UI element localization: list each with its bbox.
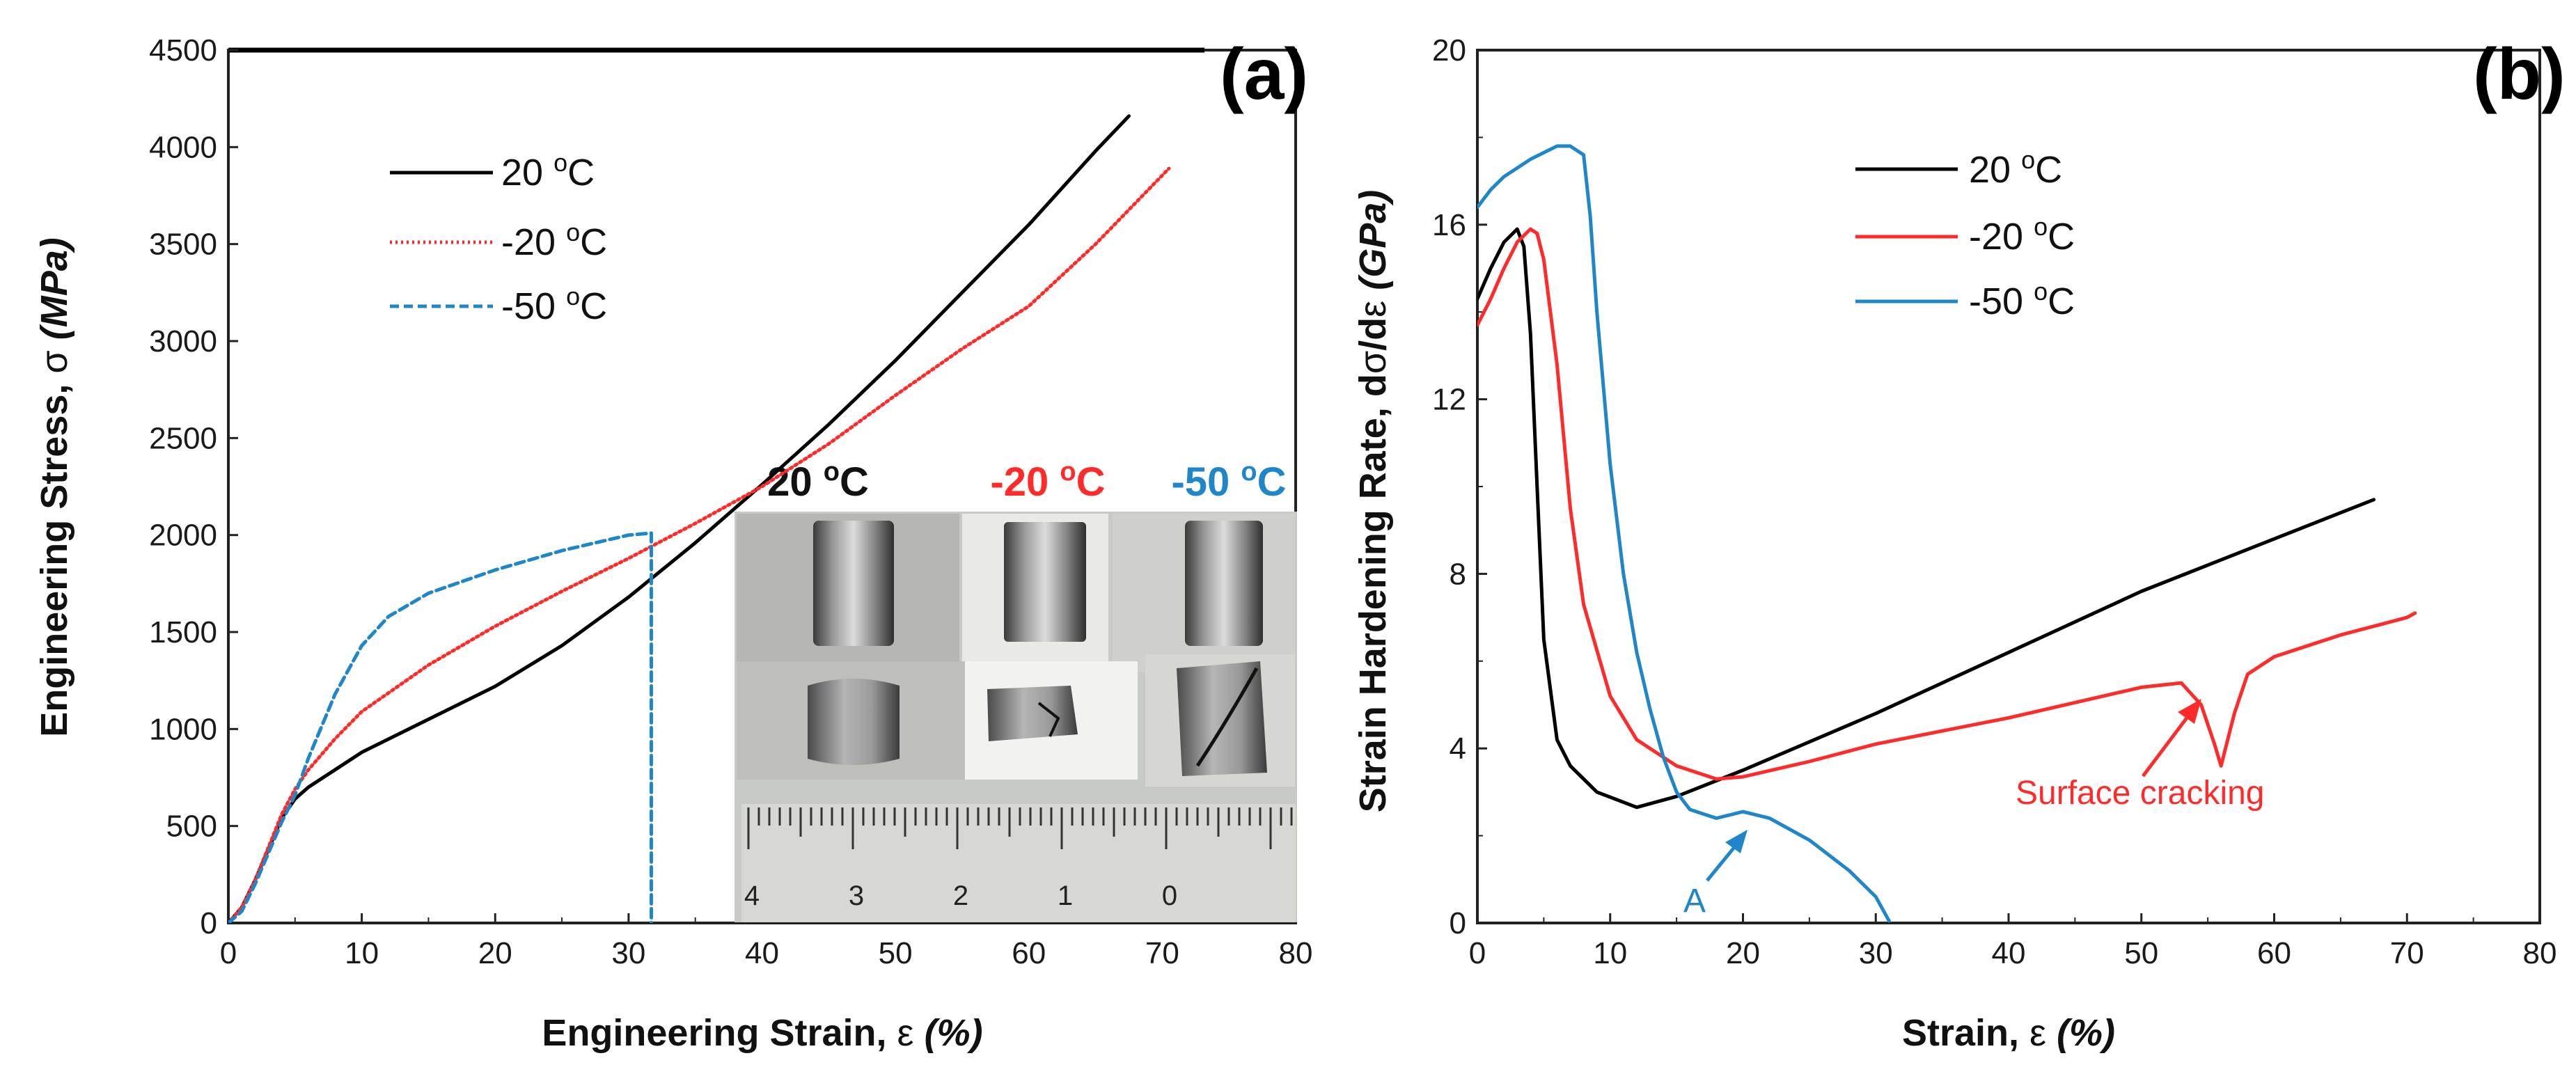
legend-a-label-minus20c: -20 oC: [501, 218, 607, 263]
series-a: [228, 114, 1171, 923]
x-tick-label-a: 50: [879, 936, 913, 970]
x-tick-label-b: 50: [2124, 936, 2158, 970]
y-tick-label-a: 4500: [149, 33, 217, 68]
legend-a: 20 oC -20 oC -50 oC: [390, 148, 607, 327]
y-axis-title-a: Engineering Stress, σ (MPa): [33, 237, 75, 737]
annotation-a-text: A: [1683, 883, 1706, 920]
cylinder-minus20c: [1004, 522, 1086, 642]
y-tick-label-b: 20: [1432, 33, 1466, 68]
x-tick-label-b: 60: [2257, 936, 2291, 970]
series-line-b-2: [1477, 144, 1891, 923]
cylinder-minus50c: [1185, 521, 1263, 646]
y-tick-label-a: 4000: [149, 130, 217, 164]
annotation-a-arrowhead: [1725, 830, 1748, 853]
legend-b: 20 oC -20 oC -50 oC: [1855, 145, 2075, 322]
panel-b: 0 10 20 30 40 50 60 70 80 0 4 8 12 16 20 20 oC -20 oC …: [1352, 33, 2566, 1054]
annotation-surface-cracking-arrow: [2142, 710, 2193, 778]
x-tick-label-a: 20: [478, 936, 512, 970]
disc-minus50c: [1177, 661, 1267, 776]
y-tick-label-a: 3000: [149, 324, 217, 358]
ruler-number: 4: [744, 881, 760, 911]
y-tick-label-b: 4: [1450, 732, 1466, 766]
y-tick-label-b: 8: [1450, 557, 1466, 591]
x-tick-label-b: 20: [1726, 936, 1760, 970]
y-axis-title-b: Strain Hardening Rate, dσ/dε (GPa): [1352, 190, 1394, 813]
y-tick-label-a: 2500: [149, 421, 217, 455]
x-tick-label-a: 70: [1145, 936, 1179, 970]
x-tick-label-a: 40: [745, 936, 779, 970]
series-line-a-2: [228, 531, 653, 923]
crack-minus50c: [1195, 667, 1259, 767]
ruler-number: 0: [1162, 881, 1177, 911]
x-tick-label-b: 30: [1859, 936, 1893, 970]
annotation-a-arrow: [1706, 841, 1740, 882]
x-tick-label-b: 40: [1992, 936, 2026, 970]
ruler-number: 1: [1058, 881, 1073, 911]
inset-title-minus20c: -20 oC: [990, 457, 1105, 505]
legend-a-label-20c: 20 oC: [501, 148, 595, 194]
inset-title-minus50c: -50 oC: [1171, 457, 1286, 505]
y-tick-label-b: 16: [1432, 208, 1466, 242]
y-tick-label-a: 1500: [149, 615, 217, 649]
legend-b-label-minus20c: -20 oC: [1969, 212, 2075, 258]
x-tick-label-a: 60: [1012, 936, 1046, 970]
x-tick-label-b: 80: [2523, 936, 2557, 970]
crack-minus20c: [1037, 702, 1060, 737]
series-line-a-1: [228, 166, 1171, 923]
ruler-number: 2: [953, 881, 968, 911]
x-tick-label-a: 0: [220, 936, 237, 970]
panel-label-a: (a): [1220, 34, 1308, 115]
ruler-ticks: [747, 807, 1293, 849]
x-axis-title-b: Strain, ε (%): [1902, 1012, 2115, 1054]
series-line-b-0: [1477, 227, 2376, 810]
ruler-number: 3: [849, 881, 864, 911]
x-axis-title-a: Engineering Strain, ε (%): [542, 1012, 982, 1054]
legend-b-label-minus50c: -50 oC: [1969, 277, 2075, 322]
axis-ticks-b: 0 10 20 30 40 50 60 70 80 0 4 8 12 16 20: [1432, 33, 2557, 970]
x-tick-label-a: 80: [1279, 936, 1313, 970]
disc-20c: [808, 679, 900, 765]
y-tick-label-b: 0: [1450, 906, 1466, 940]
x-tick-label-a: 10: [345, 936, 379, 970]
panel-label-b: (b): [2473, 34, 2566, 115]
ruler: [741, 804, 1296, 922]
x-tick-label-a: 30: [611, 936, 645, 970]
series-line-b-1: [1477, 227, 2417, 781]
inset-title-20c: 20 oC: [767, 457, 869, 505]
y-tick-label-a: 0: [201, 906, 217, 940]
x-tick-label-b: 70: [2390, 936, 2424, 970]
legend-a-label-minus50c: -50 oC: [501, 282, 607, 327]
y-tick-label-a: 1000: [149, 712, 217, 746]
annotation-surface-cracking-text: Surface cracking: [2016, 775, 2265, 812]
y-tick-label-a: 3500: [149, 228, 217, 262]
annotation-surface-cracking: Surface cracking: [2016, 699, 2265, 812]
cylinder-20c: [813, 521, 894, 646]
inset-photo: 4 3 2 1 0 20 oC -20 oC -50 oC: [735, 457, 1297, 922]
legend-b-label-20c: 20 oC: [1969, 145, 2062, 191]
annotation-a: A: [1683, 830, 1748, 920]
y-tick-label-a: 2000: [149, 519, 217, 553]
annotation-surface-cracking-arrowhead: [2178, 699, 2201, 724]
y-tick-label-b: 12: [1432, 383, 1466, 417]
x-tick-label-b: 0: [1469, 936, 1486, 970]
disc-minus20c: [987, 686, 1078, 741]
series-b: [1477, 144, 2417, 923]
y-tick-label-a: 500: [166, 810, 217, 844]
panel-a: 0 10 20 30 40 50 60 70 8005001000150020002500300…: [33, 33, 1312, 1054]
x-tick-label-b: 10: [1593, 936, 1627, 970]
ruler-numbers: 4 3 2 1 0: [744, 881, 1177, 911]
